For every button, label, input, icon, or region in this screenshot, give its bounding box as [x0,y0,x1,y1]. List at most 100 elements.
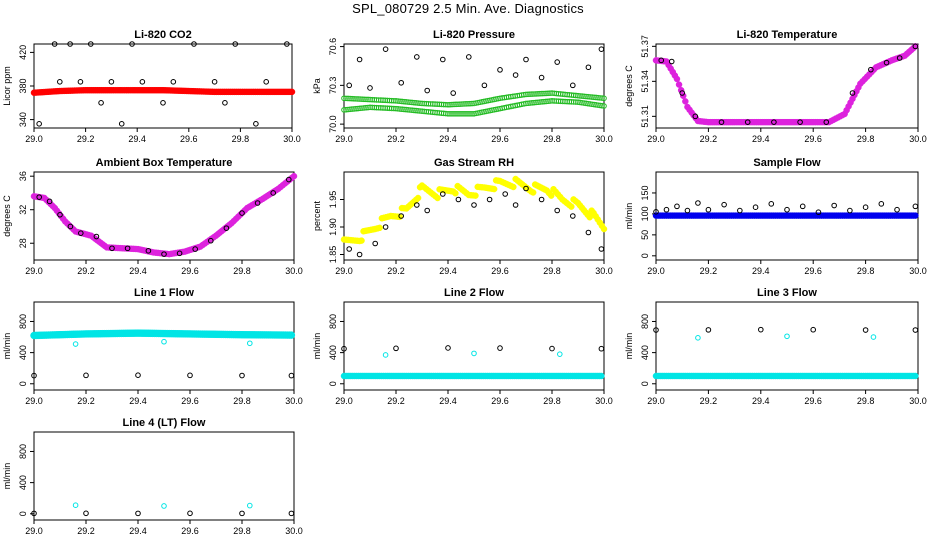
data-point [399,98,405,105]
data-point [548,192,555,199]
data-point [797,119,803,125]
data-point [705,327,712,333]
data-point [447,101,453,108]
data-point [361,96,367,103]
data-point [398,213,405,219]
y-tick-label: 28 [18,238,28,248]
y-tick-label: 32 [18,205,28,215]
data-point [525,91,531,98]
data-point [129,41,135,47]
data-point [57,211,63,218]
data-point [403,99,409,105]
data-point [455,110,461,117]
x-tick-label: 29.4 [439,266,457,276]
data-point [598,372,605,380]
data-point [170,79,177,85]
x-tick-label: 29.6 [181,526,199,536]
y-tick-label: 1.85 [328,246,338,264]
data-point [471,350,477,357]
data-point [450,90,457,96]
data-point [481,82,488,89]
data-point [343,95,349,102]
data-point [356,56,363,63]
data-point [357,105,363,112]
data-point [67,223,74,230]
x-tick-label: 29.6 [181,266,199,276]
data-point [862,327,869,333]
data-point [543,90,549,97]
x-tick-label: 30.0 [909,134,927,144]
y-tick-label: 51.34 [640,70,650,93]
data-point [538,196,545,203]
data-point [87,41,94,47]
x-tick-label: 30.0 [283,134,301,144]
data-point [490,185,498,193]
data-point [403,106,409,113]
data-point [349,106,355,112]
data-point [67,41,73,47]
y-axis-label: ml/min [624,203,634,230]
data-point [363,104,369,111]
x-tick-label: 29.6 [180,134,198,144]
data-point [135,372,141,379]
data-point [176,250,183,257]
data-point [599,102,605,109]
data-point [382,46,389,52]
data-point [395,106,401,112]
data-point [288,510,295,517]
data-point [83,372,89,379]
data-point [463,101,469,107]
data-point [768,201,775,207]
data-point [346,82,353,89]
y-tick-label: 400 [18,475,28,490]
data-point [465,100,471,107]
data-point [413,100,419,106]
data-point [72,341,79,347]
data-point [345,106,351,113]
y-tick-label: 400 [640,345,650,360]
data-point [409,99,415,106]
data-point [523,56,529,63]
data-point [367,85,373,91]
data-point [407,107,413,113]
y-tick-label: 400 [328,345,338,360]
data-point [570,82,576,89]
y-tick-label: 0 [328,381,338,386]
x-tick-label: 30.0 [595,266,613,276]
data-point [523,185,529,192]
data-point [145,247,152,254]
data-point [461,110,467,117]
y-axis-label: ml/min [312,333,322,360]
y-tick-label: 0 [18,511,28,516]
y-tick-label: 800 [640,314,650,329]
x-tick-label: 29.0 [335,396,353,406]
plot-frame [33,301,295,391]
y-tick-label: 51.31 [640,105,650,128]
data-point [401,106,407,113]
data-point [223,225,230,231]
data-point [799,203,806,210]
data-point [347,106,353,113]
x-tick-label: 29.0 [25,396,43,406]
data-point [424,87,431,94]
data-point [581,93,587,100]
data-point [497,67,503,73]
data-point [247,502,253,509]
y-tick-label: 50 [640,230,650,240]
data-point [452,190,459,197]
y-tick-label: 70.6 [328,38,338,56]
data-point [208,237,214,244]
data-point [523,91,529,98]
data-point [457,110,463,117]
x-tick-label: 29.0 [25,526,43,536]
data-point [674,203,680,210]
data-point [684,207,691,214]
data-point [529,91,535,97]
data-point [57,79,63,85]
x-tick-label: 29.0 [335,134,353,144]
data-point [525,100,531,107]
x-tick-label: 29.6 [491,134,509,144]
data-point [453,110,459,117]
chart-title: Line 2 Flow [444,287,504,299]
data-point [868,66,874,73]
